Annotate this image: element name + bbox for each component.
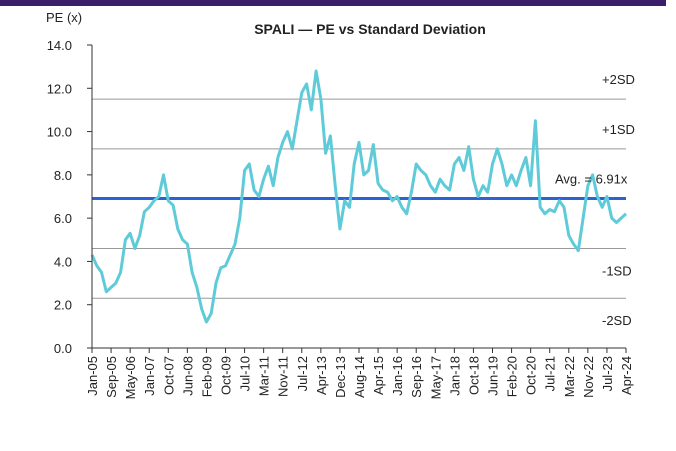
y-tick-label: 10.0 xyxy=(47,125,72,140)
x-tick-label: Dec-13 xyxy=(333,356,348,398)
x-tick-label: Jun-19 xyxy=(486,356,501,396)
reference-label: Avg. = 6.91x xyxy=(555,171,628,186)
x-tick-label: Oct-07 xyxy=(161,356,176,395)
y-axis-label: PE (x) xyxy=(46,10,82,25)
y-tick-label: 0.0 xyxy=(54,341,72,356)
y-tick-label: 4.0 xyxy=(54,254,72,269)
x-tick-label: Apr-24 xyxy=(619,356,634,395)
reference-label: -1SD xyxy=(602,263,632,278)
x-tick-label: Sep-16 xyxy=(409,356,424,398)
x-tick-label: Oct-09 xyxy=(219,356,234,395)
series-line xyxy=(90,69,628,324)
x-tick-label: Jan-05 xyxy=(85,356,100,396)
x-tick-label: Jan-18 xyxy=(447,356,462,396)
reference-label: -2SD xyxy=(602,313,632,328)
x-tick-label: Nov-22 xyxy=(581,356,596,398)
chart-title: SPALI — PE vs Standard Deviation xyxy=(254,21,486,37)
x-tick-label: Jul-12 xyxy=(295,356,310,391)
x-tick-label: Mar-22 xyxy=(562,356,577,397)
y-tick-label: 14.0 xyxy=(47,38,72,53)
x-tick-label: Mar-11 xyxy=(257,356,272,396)
x-tick-label: May-06 xyxy=(123,356,138,399)
x-tick-label: Jun-08 xyxy=(180,356,195,396)
x-tick-label: Apr-15 xyxy=(371,356,386,395)
x-tick-label: Feb-20 xyxy=(505,356,520,397)
x-tick-label: Feb-09 xyxy=(199,356,214,397)
y-tick-label: 12.0 xyxy=(47,81,72,96)
x-tick-label: Jul-21 xyxy=(543,356,558,391)
x-tick-label: Jul-23 xyxy=(600,356,615,391)
x-tick-label: Jan-16 xyxy=(390,356,405,396)
y-tick-label: 8.0 xyxy=(54,168,72,183)
reference-label: +1SD xyxy=(602,122,635,137)
x-tick-label: Apr-13 xyxy=(314,356,329,395)
y-tick-label: 2.0 xyxy=(54,298,72,313)
x-tick-label: Aug-14 xyxy=(352,356,367,398)
x-tick-label: Sep-05 xyxy=(104,356,119,398)
x-tick-label: May-17 xyxy=(428,356,443,399)
x-tick-label: Oct-20 xyxy=(524,356,539,395)
top-bar xyxy=(0,0,666,6)
x-tick-label: Jan-07 xyxy=(142,356,157,396)
x-tick-label: Oct-18 xyxy=(466,356,481,395)
y-tick-label: 6.0 xyxy=(54,211,72,226)
x-tick-label: Nov-11 xyxy=(276,356,291,397)
x-tick-label: Jul-10 xyxy=(238,356,253,391)
reference-label: +2SD xyxy=(602,72,635,87)
